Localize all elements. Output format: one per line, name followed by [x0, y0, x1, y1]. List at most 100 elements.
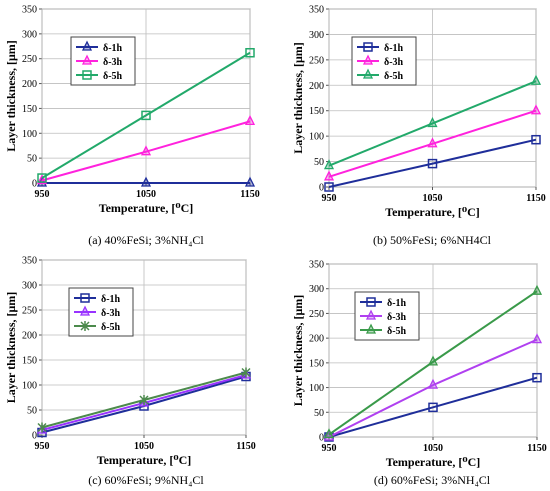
legend-marker [362, 54, 374, 65]
data-point [427, 355, 439, 366]
legend-label: δ-3h [101, 308, 121, 319]
y-tick-label: 150 [22, 356, 37, 367]
legend-label: δ-5h [101, 322, 121, 333]
y-tick-label: 100 [309, 132, 324, 143]
series-line [328, 109, 537, 178]
series-3 [323, 284, 543, 439]
legend: δ-1h δ-3h δ-5h [68, 287, 134, 337]
x-axis-label: Temperature, [⁰C] [97, 453, 192, 467]
y-tick-label: 250 [309, 309, 324, 320]
legend-marker [81, 40, 93, 51]
data-point [531, 284, 543, 295]
legend: δ-1h δ-3h δ-5h [354, 291, 420, 341]
legend-label: δ-5h [387, 326, 407, 337]
y-tick-label: 200 [309, 334, 324, 345]
legend-marker [363, 42, 373, 52]
legend-label: δ-3h [387, 312, 407, 323]
legend-marker [82, 70, 92, 80]
x-tick-label: 1150 [240, 189, 259, 200]
legend-marker [80, 321, 90, 331]
series-line [41, 51, 251, 179]
data-point [323, 159, 335, 170]
panel-caption: (a) 40%FeSi; 3%NH₄Cl [88, 233, 204, 247]
series-2 [323, 104, 542, 181]
x-tick-label: 1150 [527, 443, 546, 454]
x-tick-label: 1150 [526, 193, 545, 204]
data-point [140, 176, 152, 187]
series-3 [37, 47, 255, 183]
panel-caption: (b) 50%FeSi; 6%NH4Cl [373, 233, 492, 247]
data-point [532, 372, 542, 383]
data-point [428, 402, 438, 413]
x-axis-label: Temperature, [⁰C] [99, 201, 194, 215]
data-point [141, 110, 151, 121]
legend-label: δ-3h [384, 57, 404, 68]
data-point [531, 134, 541, 145]
data-point [530, 104, 542, 115]
series-3 [323, 74, 542, 170]
y-tick-label: 200 [22, 79, 37, 90]
y-tick-label: 350 [22, 256, 37, 267]
legend-marker [79, 305, 91, 316]
panel-caption: (d) 60%FeSi; 3%NH₄Cl [374, 473, 491, 487]
y-tick-label: 0 [32, 431, 37, 442]
series-1 [36, 176, 256, 187]
series-2 [323, 333, 543, 441]
y-tick-label: 150 [309, 106, 324, 117]
y-tick-label: 0 [319, 183, 324, 194]
y-tick-label: 0 [319, 433, 324, 444]
y-tick-label: 300 [22, 29, 37, 40]
y-tick-label: 250 [22, 54, 37, 65]
x-tick-label: 950 [322, 193, 337, 204]
legend-label: δ-5h [384, 71, 404, 82]
data-point [323, 170, 335, 181]
series-line [328, 138, 537, 188]
legend-label: δ-1h [101, 294, 121, 305]
data-point [245, 47, 255, 58]
data-point [37, 422, 47, 433]
legend-label: δ-1h [384, 43, 404, 54]
data-point [531, 333, 543, 344]
y-tick-label: 50 [27, 406, 37, 417]
panel-caption: (c) 60%FeSi; 9%NH₄Cl [88, 473, 204, 487]
data-point [427, 137, 438, 148]
y-tick-label: 200 [22, 331, 37, 342]
x-tick-label: 950 [322, 443, 337, 454]
data-point [241, 367, 251, 378]
legend-label: δ-3h [103, 57, 123, 68]
y-axis-label: Layer thickness, [μm] [4, 292, 18, 404]
data-point [530, 74, 542, 85]
y-tick-label: 300 [309, 30, 324, 41]
series-line [328, 338, 538, 438]
data-point [37, 173, 47, 183]
y-tick-label: 350 [309, 260, 324, 271]
legend-label: δ-1h [103, 43, 123, 54]
data-point [244, 176, 256, 187]
chart-panel-2: 0 50 100 150 200 250 300 350 950 1050 1150 Temperat… [291, 5, 546, 248]
series-line [328, 290, 538, 436]
legend-marker [365, 309, 377, 320]
y-axis-label: Layer thickness, [μm] [291, 295, 305, 407]
series-line [328, 376, 538, 438]
y-axis-label: Layer thickness, [μm] [4, 40, 18, 152]
legend-label: δ-5h [103, 71, 123, 82]
y-tick-label: 0 [32, 179, 37, 190]
series-line [41, 120, 251, 182]
data-point [139, 395, 149, 405]
chart-panel-3: 0 50 100 150 200 250 300 350 950 1050 1150 Temperat… [4, 256, 256, 488]
chart-panel-1: 0 50 100 150 200 250 300 350 950 1050 1150 Temperat… [4, 5, 260, 248]
legend-marker [80, 293, 90, 303]
legend-marker [366, 297, 376, 307]
data-point [427, 378, 439, 389]
x-tick-label: 1050 [423, 443, 443, 454]
data-point [140, 145, 152, 156]
chart-panel-4: 0 50 100 150 200 250 300 350 950 1050 1150 Temperat… [291, 260, 547, 488]
y-tick-label: 100 [309, 383, 324, 394]
x-tick-label: 1050 [136, 189, 156, 200]
data-point [323, 428, 335, 439]
y-tick-label: 300 [309, 284, 324, 295]
x-tick-label: 950 [35, 441, 50, 452]
x-tick-label: 1050 [134, 441, 154, 452]
y-tick-label: 150 [22, 104, 37, 115]
